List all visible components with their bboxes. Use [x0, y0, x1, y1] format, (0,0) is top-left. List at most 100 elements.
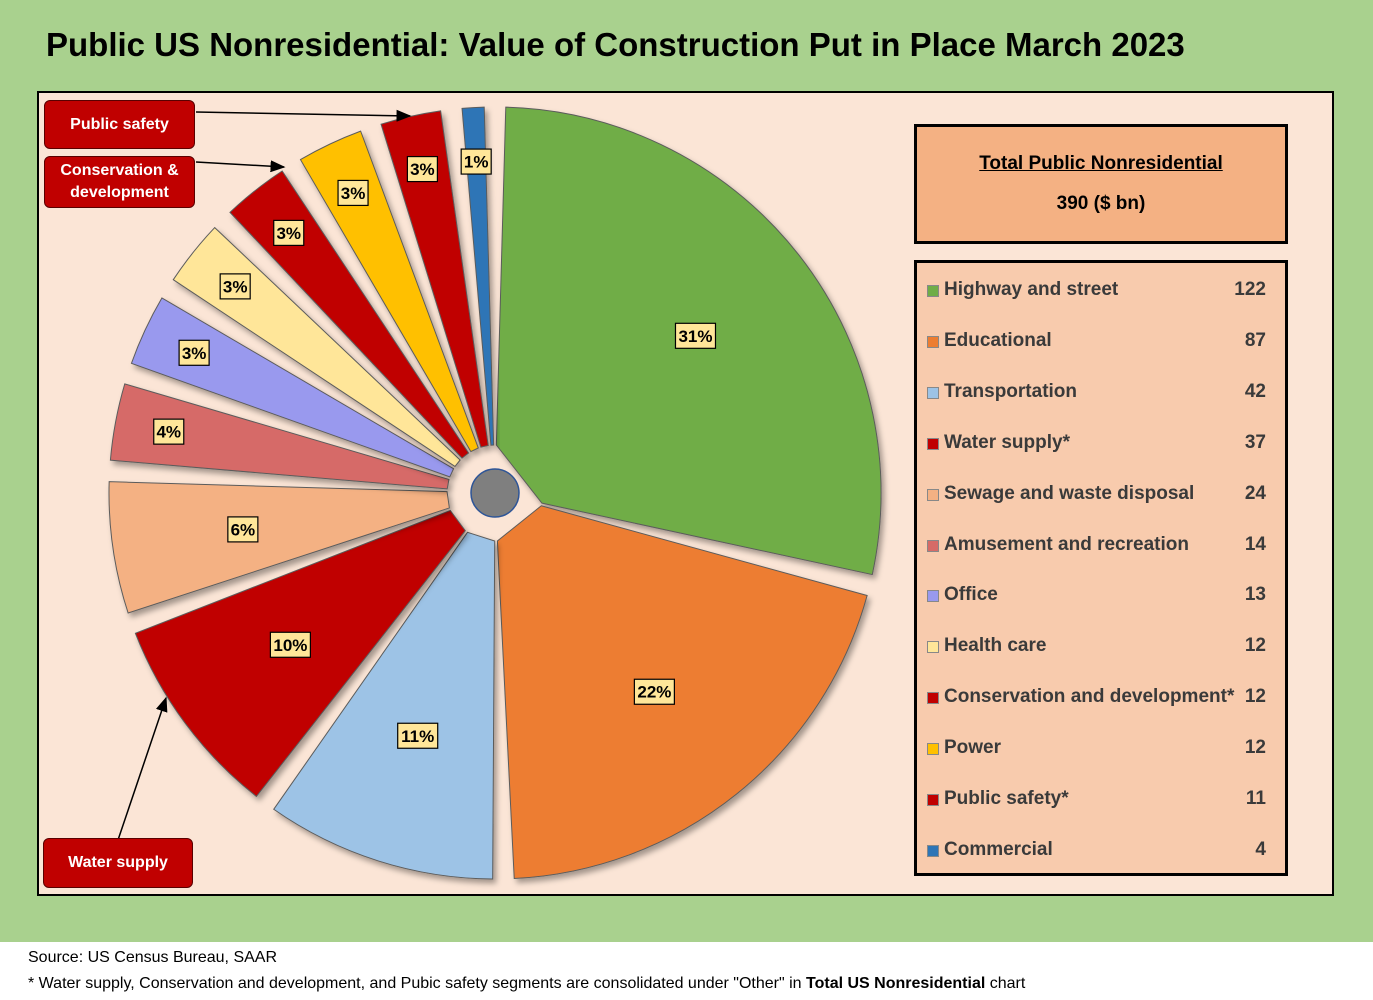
- legend-label: Sewage and waste disposal: [944, 482, 1195, 504]
- data-label-box: [406, 155, 438, 183]
- water-supply-arrow: [117, 696, 168, 841]
- water-supply-callout: Water supply: [43, 838, 193, 888]
- data-label-box: [219, 273, 251, 300]
- legend-label: Educational: [944, 329, 1052, 351]
- pie-slice-public-safety: [380, 110, 489, 448]
- legend-value: 13: [1244, 584, 1266, 606]
- data-label-text: 3%: [276, 224, 301, 243]
- legend-item-commercial: Commercial 4: [925, 835, 1280, 865]
- legend-item-office: Office 13: [925, 580, 1280, 610]
- legend-item-sewage-and-waste-disposal: Sewage and waste disposal 24: [925, 479, 1280, 509]
- data-label-educational: 22%: [633, 678, 675, 705]
- pie-slice-sewage-and-waste-disposal: [108, 481, 450, 614]
- legend-value: 4: [1255, 838, 1266, 860]
- legend-swatch: [927, 641, 939, 654]
- legend-item-health-care: Health care 12: [925, 631, 1280, 661]
- data-label-box: [269, 631, 311, 658]
- legend-label: Power: [944, 737, 1002, 759]
- legend-label: Public safety*: [944, 788, 1069, 809]
- legend-label: Health care: [944, 635, 1047, 657]
- data-label-text: 3%: [182, 344, 207, 363]
- data-label-box: [153, 418, 185, 445]
- legend-swatch: [927, 539, 939, 552]
- legend-swatch: [927, 285, 939, 297]
- legend-value: 42: [1244, 380, 1266, 402]
- legend: Highway and street 122 Educational 87 Transp…: [914, 260, 1288, 876]
- data-label-text: 4%: [156, 423, 181, 442]
- data-label-water-supply: 10%: [269, 631, 311, 658]
- legend-item-public-safety: Public safety* 11: [925, 784, 1280, 814]
- legend-value: 14: [1244, 533, 1266, 555]
- data-label-health-care: 3%: [219, 273, 251, 300]
- data-label-box: [460, 148, 492, 175]
- data-label-text: 6%: [231, 520, 256, 539]
- pie-chart: 31% 22% 11% 10% 6% 4% 3% 3% 3% 3% 3% 1%: [108, 106, 882, 880]
- legend-item-highway-and-street: Highway and street 122: [925, 275, 1280, 305]
- data-label-box: [633, 678, 675, 705]
- legend-swatch: [927, 386, 939, 399]
- footer-note-suffix: chart: [985, 975, 1026, 992]
- data-label-box: [674, 322, 717, 349]
- legend-item-water-supply: Water supply* 37: [925, 428, 1280, 458]
- legend-value: 11: [1245, 788, 1266, 809]
- legend-swatch: [927, 488, 939, 501]
- conservation-arrow: [195, 160, 286, 173]
- legend-value: 24: [1244, 482, 1266, 504]
- legend-label: Highway and street: [944, 279, 1119, 300]
- pie-slice-educational: [496, 505, 868, 880]
- pie-slice-commercial: [461, 106, 495, 446]
- legend-swatch: [927, 844, 939, 857]
- legend-label: Commercial: [944, 838, 1053, 860]
- legend-value: 122: [1234, 279, 1266, 300]
- data-label-text: 3%: [341, 184, 366, 203]
- data-label-commercial: 1%: [460, 148, 492, 175]
- data-label-transportation: 11%: [397, 722, 439, 749]
- total-box: Total Public Nonresidential 390 ($ bn): [914, 124, 1288, 244]
- data-label-box: [397, 722, 439, 749]
- data-label-text: 11%: [401, 727, 434, 746]
- public-safety-arrow: [195, 109, 412, 122]
- legend-label: Water supply*: [944, 431, 1070, 453]
- legend-value: 37: [1244, 431, 1266, 453]
- footer-source: Source: US Census Bureau, SAAR: [28, 949, 278, 966]
- legend-swatch: [927, 794, 939, 806]
- pie-slice-transportation: [273, 531, 496, 880]
- data-label-text: 10%: [273, 636, 307, 655]
- legend-swatch: [927, 590, 939, 603]
- legend-item-educational: Educational 87: [925, 326, 1280, 356]
- legend-item-transportation: Transportation 42: [925, 377, 1280, 407]
- data-label-public-safety: 3%: [406, 155, 438, 183]
- data-label-text: 3%: [223, 277, 248, 296]
- legend-value: 12: [1244, 635, 1266, 657]
- data-label-sewage-and-waste-disposal: 6%: [227, 516, 259, 543]
- data-label-box: [273, 219, 305, 246]
- legend-item-conservation-and-development: Conservation and development* 12: [925, 682, 1280, 712]
- data-label-text: 22%: [637, 683, 671, 702]
- footer-note-text: * Water supply, Conservation and develop…: [28, 975, 807, 992]
- data-label-highway-and-street: 31%: [674, 322, 717, 349]
- data-label-box: [178, 339, 210, 366]
- total-value: 390 ($ bn): [1056, 193, 1146, 214]
- data-label-text: 3%: [410, 160, 435, 179]
- legend-swatch: [927, 437, 939, 450]
- data-label-conservation-and-development: 3%: [273, 219, 305, 246]
- pie-slice-amusement-and-recreation: [109, 383, 450, 490]
- legend-label: Office: [944, 584, 998, 606]
- pie-center-hole: [470, 468, 520, 518]
- legend-swatch: [927, 692, 939, 705]
- data-label-office: 3%: [178, 339, 210, 366]
- data-label-text: 31%: [678, 327, 712, 346]
- legend-value: 12: [1244, 686, 1266, 708]
- legend-label: Amusement and recreation: [944, 533, 1189, 555]
- footer-note-bold: Total US Nonresidential: [806, 975, 986, 992]
- chart-title: Public US Nonresidential: Value of Const…: [46, 26, 1185, 63]
- pie-data-labels: 31% 22% 11% 10% 6% 4% 3% 3% 3% 3% 3% 1%: [153, 148, 717, 749]
- legend-swatch: [927, 743, 939, 756]
- legend-item-amusement-and-recreation: Amusement and recreation 14: [925, 530, 1280, 560]
- legend-label: Conservation and development*: [944, 686, 1235, 708]
- data-label-power: 3%: [337, 179, 369, 207]
- data-label-text: 1%: [464, 153, 489, 172]
- pie-slice-power: [299, 130, 479, 453]
- legend-label: Transportation: [944, 380, 1078, 402]
- legend-value: 12: [1244, 737, 1266, 759]
